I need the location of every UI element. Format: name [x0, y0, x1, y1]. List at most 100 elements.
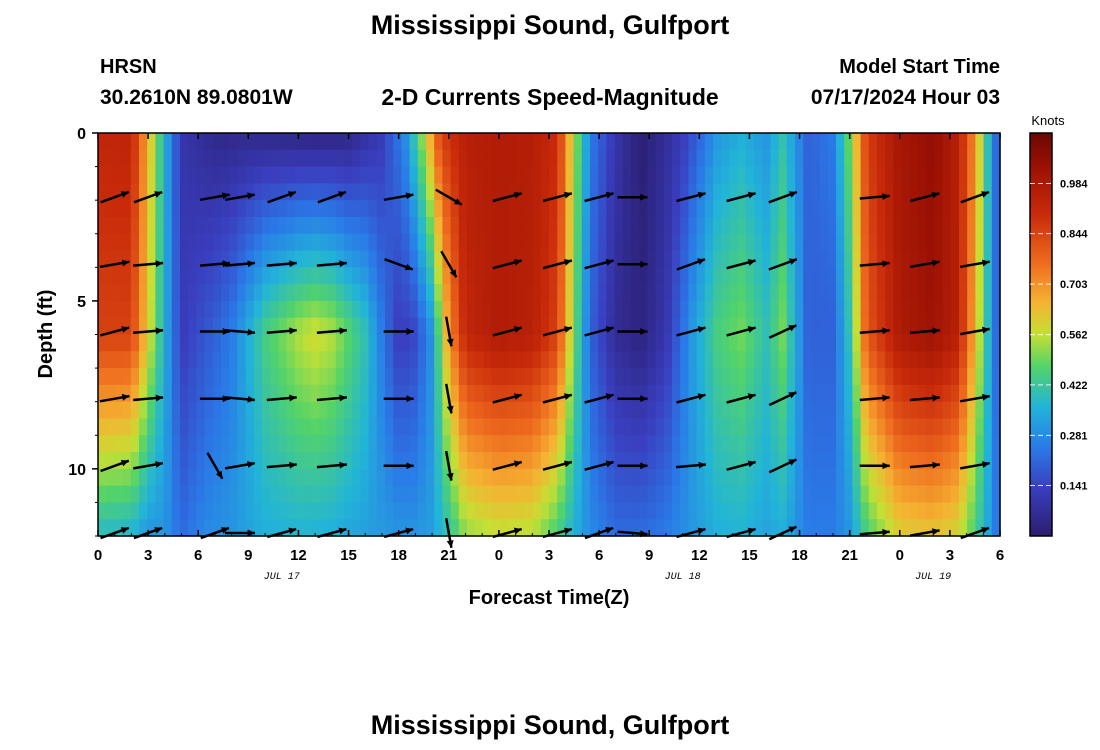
heatmap-cell	[983, 233, 993, 252]
heatmap-cell	[786, 334, 796, 352]
heatmap-cell	[229, 183, 238, 201]
heatmap-cell	[991, 384, 1001, 403]
heatmap-cell	[409, 216, 419, 235]
heatmap-cell	[401, 233, 411, 252]
heatmap-cell	[934, 250, 944, 268]
heatmap-cell	[286, 267, 296, 285]
heatmap-cell	[245, 384, 255, 403]
heatmap-cell	[475, 166, 484, 184]
heatmap-cell	[188, 351, 197, 369]
heatmap-cell	[696, 166, 706, 184]
heatmap-cell	[278, 468, 288, 487]
heatmap-cell	[713, 166, 722, 184]
heatmap-cell	[860, 133, 870, 151]
heatmap-cell	[614, 216, 624, 235]
heatmap-cell	[360, 384, 370, 403]
heatmap-cell	[967, 317, 976, 336]
heatmap-cell	[672, 384, 681, 403]
heatmap-cell	[868, 384, 878, 403]
heatmap-cell	[368, 502, 378, 520]
heatmap-cell	[565, 200, 575, 218]
heatmap-cell	[409, 267, 419, 285]
heatmap-cell	[311, 317, 320, 336]
heatmap-cell	[508, 216, 517, 235]
heatmap-cell	[106, 250, 115, 268]
heatmap-cell	[918, 216, 927, 235]
heatmap-cell	[352, 250, 361, 268]
heatmap-cell	[303, 334, 312, 352]
heatmap-cell	[376, 485, 386, 504]
heatmap-cell	[713, 384, 722, 403]
heatmap-cell	[335, 233, 345, 252]
heatmap-cell	[852, 200, 862, 218]
heatmap-cell	[417, 166, 427, 184]
heatmap-cell	[967, 149, 976, 168]
heatmap-cell	[483, 149, 493, 168]
heatmap-cell	[606, 200, 616, 218]
heatmap-cell	[762, 401, 771, 420]
heatmap-cell	[180, 368, 189, 386]
heatmap-cell	[860, 502, 870, 520]
heatmap-cell	[942, 384, 952, 403]
heatmap-cell	[114, 149, 124, 168]
heatmap-cell	[532, 334, 542, 352]
heatmap-cell	[311, 351, 320, 369]
heatmap-cell	[491, 384, 501, 403]
heatmap-cell	[212, 284, 222, 302]
heatmap-cell	[467, 317, 476, 336]
heatmap-cell	[991, 435, 1001, 453]
heatmap-cell	[893, 485, 903, 504]
heatmap-cell	[270, 149, 279, 168]
heatmap-cell	[975, 183, 985, 201]
heatmap-cell	[852, 334, 862, 352]
heatmap-cell	[212, 435, 222, 453]
heatmap-cell	[663, 368, 673, 386]
heatmap-cell	[672, 452, 681, 470]
heatmap-cell	[647, 250, 657, 268]
heatmap-cell	[950, 133, 960, 151]
heatmap-cell	[581, 401, 591, 420]
heatmap-cell	[294, 435, 304, 453]
heatmap-cell	[442, 183, 452, 201]
heatmap-cell	[458, 485, 468, 504]
heatmap-cell	[590, 519, 599, 537]
heatmap-cell	[918, 267, 927, 285]
heatmap-cell	[926, 519, 935, 537]
heatmap-cell	[180, 384, 189, 403]
heatmap-cell	[180, 183, 189, 201]
heatmap-cell	[450, 368, 460, 386]
heatmap-cell	[499, 435, 509, 453]
heatmap-cell	[294, 519, 304, 537]
heatmap-cell	[590, 149, 599, 168]
heatmap-cell	[114, 502, 124, 520]
heatmap-cell	[877, 166, 886, 184]
heatmap-cell	[581, 267, 591, 285]
heatmap-cell	[631, 267, 640, 285]
heatmap-cell	[253, 502, 263, 520]
heatmap-cell	[680, 485, 689, 504]
heatmap-cell	[663, 435, 673, 453]
heatmap-cell	[901, 267, 911, 285]
heatmap-cell	[762, 435, 771, 453]
heatmap-cell	[877, 317, 886, 336]
heatmap-cell	[655, 502, 665, 520]
heatmap-cell	[581, 300, 591, 319]
heatmap-cell	[98, 401, 107, 420]
heatmap-cell	[991, 418, 1001, 436]
heatmap-cell	[885, 300, 894, 319]
heatmap-cell	[352, 149, 361, 168]
heatmap-cell	[885, 133, 894, 151]
heatmap-cell	[713, 485, 722, 504]
heatmap-cell	[959, 435, 968, 453]
heatmap-cell	[335, 368, 345, 386]
heatmap-cell	[622, 183, 632, 201]
heatmap-cell	[335, 133, 345, 151]
heatmap-cell	[959, 267, 968, 285]
heatmap-cell	[368, 468, 378, 487]
heatmap-cell	[221, 435, 230, 453]
heatmap-cell	[606, 166, 616, 184]
heatmap-cell	[975, 368, 985, 386]
heatmap-cell	[786, 502, 796, 520]
heatmap-cell	[212, 216, 222, 235]
heatmap-cell	[622, 452, 632, 470]
